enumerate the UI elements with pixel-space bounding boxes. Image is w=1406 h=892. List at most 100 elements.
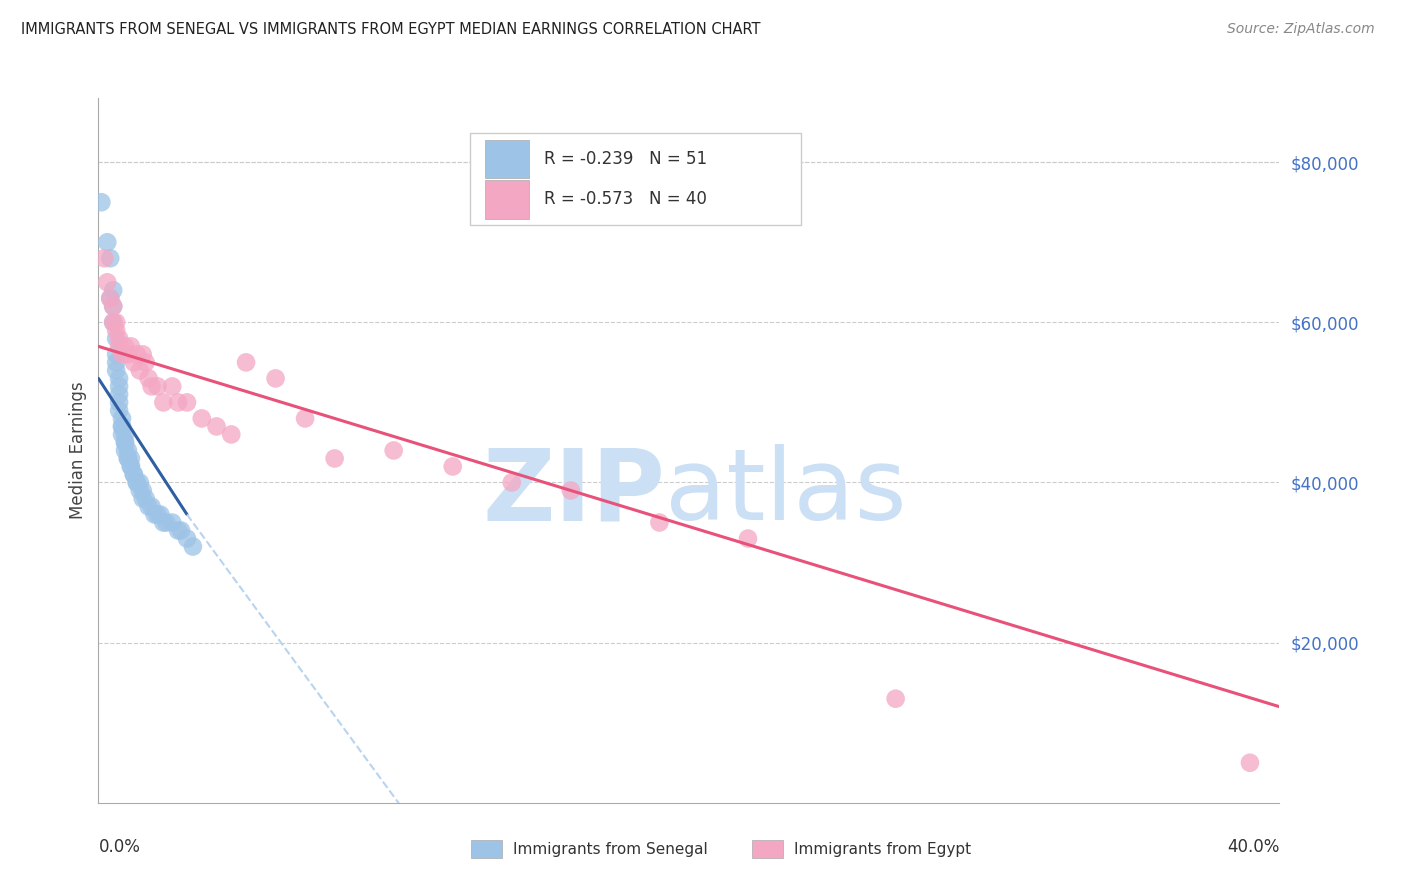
Point [125,347,148,361]
Point [98,252,121,266]
Point [141,500,163,514]
Point [108,331,131,345]
Point [146,508,169,522]
Point [152,395,174,409]
Point [162,379,183,393]
Point [167,524,190,538]
Point [120,459,142,474]
FancyBboxPatch shape [471,134,801,225]
Point [111,347,134,361]
Point [111,427,134,442]
Point [108,371,131,385]
Point [138,500,160,514]
Point [648,516,671,530]
Point [737,532,759,546]
Point [382,443,405,458]
Text: atlas: atlas [665,444,907,541]
Point [105,331,128,345]
Point [149,508,172,522]
Point [111,419,134,434]
Point [162,516,183,530]
Point [98,291,121,305]
Point [501,475,523,490]
Point [117,347,139,361]
Point [135,355,157,369]
Point [132,491,155,506]
Point [167,395,190,409]
Point [105,363,128,377]
Text: R = -0.573   N = 40: R = -0.573 N = 40 [544,190,707,209]
Point [1239,756,1261,770]
Point [181,540,204,554]
Point [103,315,125,329]
Point [143,508,166,522]
Point [103,299,125,313]
Text: R = -0.239   N = 51: R = -0.239 N = 51 [544,150,707,168]
Point [141,379,163,393]
FancyBboxPatch shape [471,840,502,858]
Point [235,355,257,369]
Point [114,427,136,442]
Point [96,275,118,289]
Point [128,363,150,377]
Point [294,411,316,425]
Point [96,235,118,250]
Point [122,467,145,482]
Point [132,483,155,498]
Point [114,435,136,450]
Point [105,347,128,361]
Point [560,483,582,498]
Text: Immigrants from Senegal: Immigrants from Senegal [513,842,709,856]
Point [176,395,198,409]
Point [884,691,907,706]
Point [135,491,157,506]
Point [93,252,115,266]
Point [205,419,228,434]
Text: Source: ZipAtlas.com: Source: ZipAtlas.com [1227,22,1375,37]
Point [98,291,121,305]
Point [120,339,142,353]
Point [117,451,139,466]
Point [125,475,148,490]
Point [170,524,193,538]
Point [114,443,136,458]
Point [117,443,139,458]
Point [221,427,243,442]
Point [138,371,160,385]
Point [441,459,464,474]
Point [105,355,128,369]
Point [120,451,142,466]
Text: 0.0%: 0.0% [98,838,141,856]
Text: Immigrants from Egypt: Immigrants from Egypt [794,842,972,856]
Point [120,459,142,474]
Point [146,379,169,393]
Point [191,411,214,425]
Point [108,403,131,417]
FancyBboxPatch shape [485,140,530,178]
Point [103,315,125,329]
Point [117,451,139,466]
Point [155,516,177,530]
Text: 40.0%: 40.0% [1227,838,1279,856]
Point [108,395,131,409]
Point [176,532,198,546]
Point [122,467,145,482]
Point [105,323,128,337]
Text: ZIP: ZIP [482,444,665,541]
Point [108,339,131,353]
Point [114,339,136,353]
Text: IMMIGRANTS FROM SENEGAL VS IMMIGRANTS FROM EGYPT MEDIAN EARNINGS CORRELATION CHA: IMMIGRANTS FROM SENEGAL VS IMMIGRANTS FR… [21,22,761,37]
Y-axis label: Median Earnings: Median Earnings [69,382,87,519]
Point [122,355,145,369]
Point [132,347,155,361]
Point [114,435,136,450]
Point [111,419,134,434]
Point [103,283,125,297]
Point [103,299,125,313]
Point [128,483,150,498]
FancyBboxPatch shape [752,840,783,858]
Point [152,516,174,530]
Point [90,195,112,210]
Point [108,379,131,393]
Point [105,315,128,329]
